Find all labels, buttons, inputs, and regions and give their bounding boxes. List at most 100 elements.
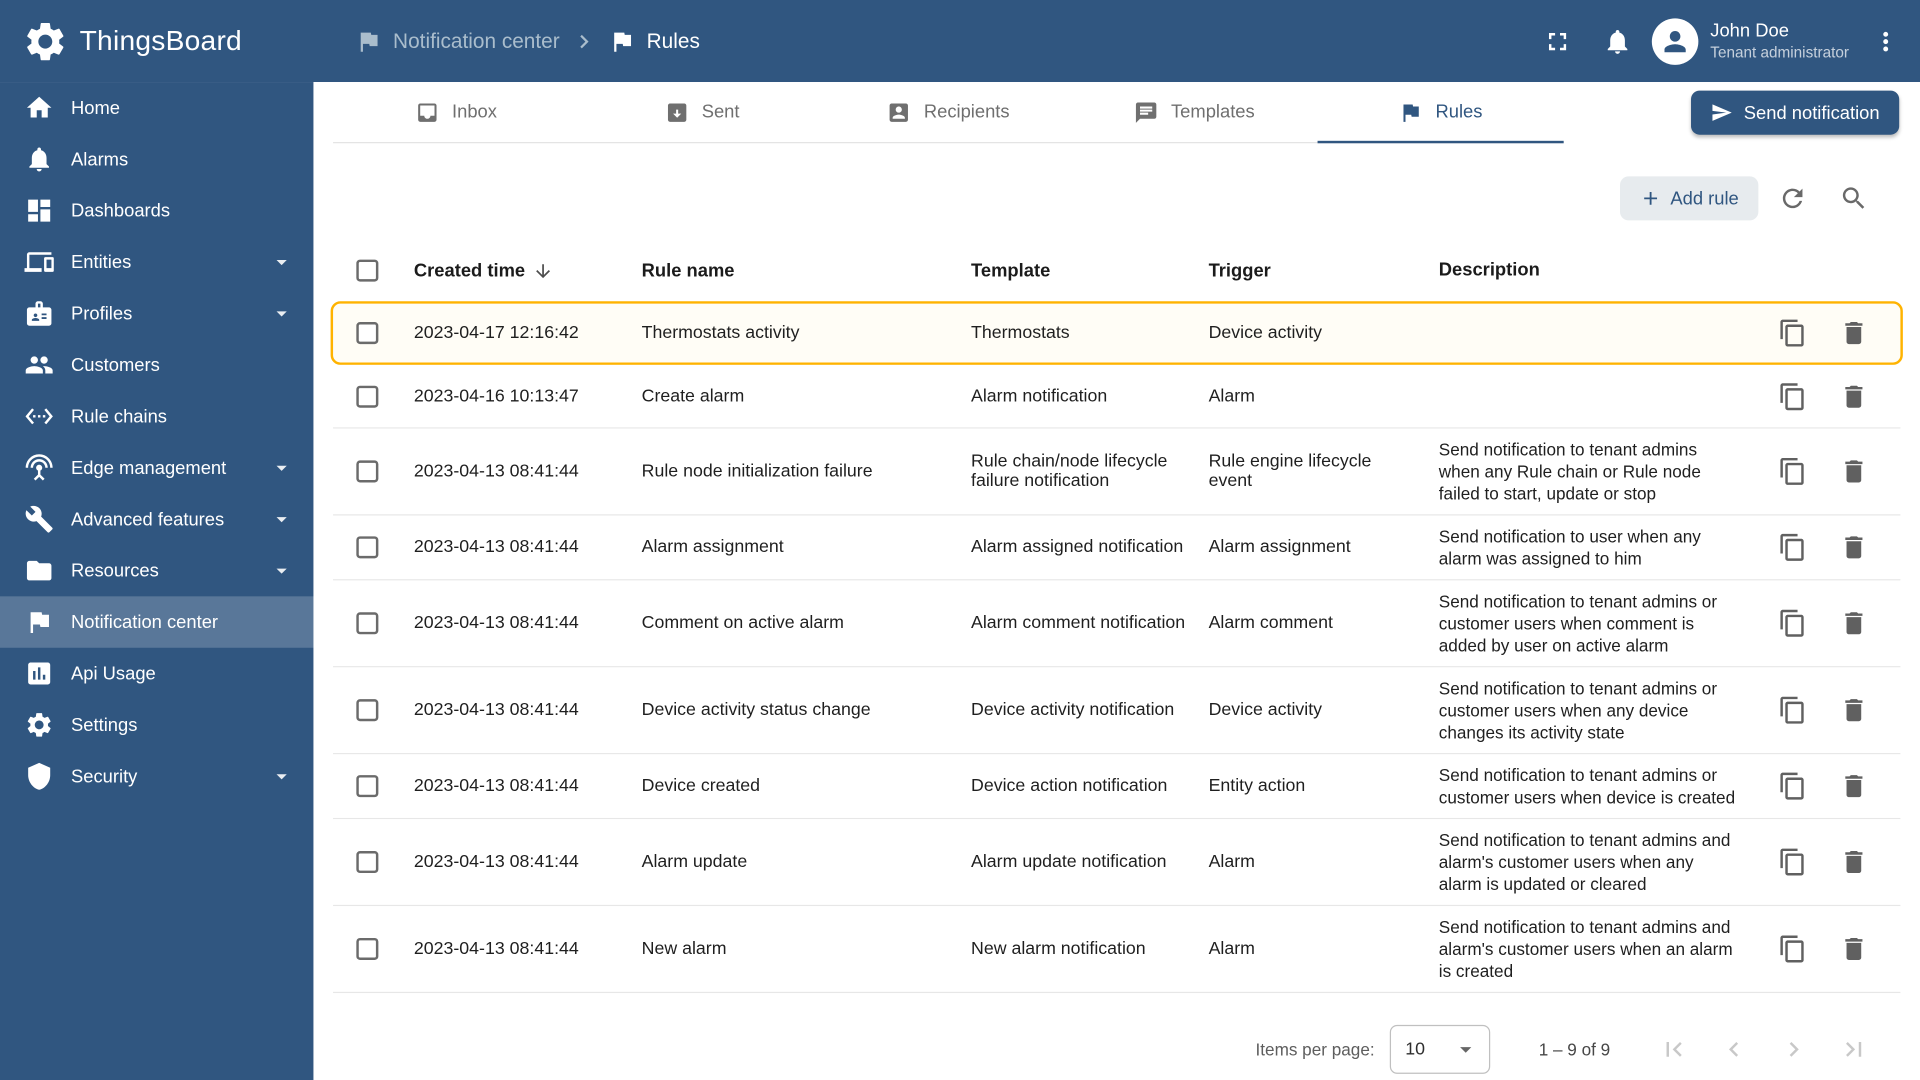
sidebar-item-edge-management[interactable]: Edge management xyxy=(0,442,313,493)
tab-recipients[interactable]: Recipients xyxy=(825,82,1071,142)
delete-rule-icon[interactable] xyxy=(1839,771,1868,800)
sidebar-item-dashboards[interactable]: Dashboards xyxy=(0,185,313,236)
row-check-cell xyxy=(333,851,402,874)
table-row[interactable]: 2023-04-13 08:41:44 Rule node initializa… xyxy=(333,428,1901,516)
row-checkbox[interactable] xyxy=(356,612,379,635)
column-header-created-time[interactable]: Created time xyxy=(402,260,642,281)
cell-rule-name: Rule node initialization failure xyxy=(641,461,873,482)
sidebar-item-label: Advanced features xyxy=(71,508,225,530)
first-page-icon[interactable] xyxy=(1659,1035,1688,1064)
add-rule-button[interactable]: Add rule xyxy=(1620,176,1759,221)
column-header-template[interactable]: Template xyxy=(971,260,1051,282)
delete-rule-icon[interactable] xyxy=(1839,609,1868,638)
copy-rule-icon[interactable] xyxy=(1778,457,1807,486)
profiles-icon xyxy=(24,299,53,328)
app-logo[interactable]: ThingsBoard xyxy=(0,18,313,65)
items-per-page-select[interactable]: 10 xyxy=(1389,1024,1490,1074)
sidebar-item-home[interactable]: Home xyxy=(0,82,313,133)
copy-rule-icon[interactable] xyxy=(1778,771,1807,800)
delete-rule-icon[interactable] xyxy=(1839,533,1868,562)
delete-rule-icon[interactable] xyxy=(1839,318,1868,347)
sidebar-item-rule-chains[interactable]: Rule chains xyxy=(0,391,313,442)
previous-page-icon[interactable] xyxy=(1719,1035,1748,1064)
copy-rule-icon[interactable] xyxy=(1778,609,1807,638)
copy-rule-icon[interactable] xyxy=(1778,847,1807,876)
delete-rule-icon[interactable] xyxy=(1839,381,1868,410)
breadcrumb-rules[interactable]: Rules xyxy=(609,28,700,55)
row-checkbox[interactable] xyxy=(356,699,379,722)
row-checkbox[interactable] xyxy=(356,937,379,960)
copy-rule-icon[interactable] xyxy=(1778,533,1807,562)
fullscreen-icon[interactable] xyxy=(1543,26,1572,55)
sidebar-item-api-usage[interactable]: Api Usage xyxy=(0,648,313,699)
sidebar-item-alarms[interactable]: Alarms xyxy=(0,133,313,184)
notifications-bell-icon[interactable] xyxy=(1603,26,1632,55)
last-page-icon[interactable] xyxy=(1839,1035,1868,1064)
table-row[interactable]: 2023-04-13 08:41:44 Device activity stat… xyxy=(333,667,1901,755)
cell-description: Send notification to user when any alarm… xyxy=(1438,526,1701,569)
created-time-header-label: Created time xyxy=(413,260,526,282)
table-row[interactable]: 2023-04-16 10:13:47 Create alarm Alarm n… xyxy=(333,364,1901,429)
sidebar-item-settings[interactable]: Settings xyxy=(0,699,313,750)
table-header: Created time Rule name Template Trigger … xyxy=(333,240,1900,301)
delete-rule-icon[interactable] xyxy=(1839,696,1868,725)
table-row[interactable]: 2023-04-13 08:41:44 Alarm assignment Ala… xyxy=(333,515,1901,581)
tab-label: Inbox xyxy=(452,101,497,123)
sidebar-item-advanced-features[interactable]: Advanced features xyxy=(0,493,313,544)
top-header: ThingsBoard Notification center Rules Jo… xyxy=(0,0,1920,83)
rule-chains-icon xyxy=(24,402,53,431)
tab-sent[interactable]: Sent xyxy=(579,82,825,142)
copy-rule-icon[interactable] xyxy=(1778,318,1807,347)
table-row[interactable]: 2023-04-13 08:41:44 New alarm New alarm … xyxy=(333,906,1901,994)
sidebar-item-security[interactable]: Security xyxy=(0,751,313,802)
delete-rule-icon[interactable] xyxy=(1839,457,1868,486)
cell-created-time: 2023-04-13 08:41:44 xyxy=(413,700,579,720)
avatar[interactable] xyxy=(1651,17,1699,65)
search-icon[interactable] xyxy=(1839,184,1868,213)
tab-templates[interactable]: Templates xyxy=(1071,82,1317,142)
breadcrumb-notification-center[interactable]: Notification center xyxy=(355,28,560,55)
column-header-rule-name[interactable]: Rule name xyxy=(641,260,735,282)
breadcrumb-current-label: Rules xyxy=(646,28,700,53)
row-checkbox[interactable] xyxy=(356,851,379,874)
column-header-trigger[interactable]: Trigger xyxy=(1208,260,1271,282)
column-header-description[interactable]: Description xyxy=(1438,259,1540,281)
next-page-icon[interactable] xyxy=(1779,1035,1808,1064)
table-row[interactable]: 2023-04-17 12:16:42 Thermostats activity… xyxy=(330,301,1903,365)
sidebar-item-notification-center[interactable]: Notification center xyxy=(0,596,314,648)
copy-rule-icon[interactable] xyxy=(1778,696,1807,725)
row-check-cell xyxy=(333,699,402,722)
cell-rule-name: Alarm update xyxy=(641,852,748,872)
refresh-icon[interactable] xyxy=(1778,184,1807,213)
user-info[interactable]: John Doe Tenant administrator xyxy=(1710,20,1849,63)
cell-trigger: Rule engine lifecycle event xyxy=(1208,451,1372,492)
sidebar-item-entities[interactable]: Entities xyxy=(0,236,313,287)
sidebar-item-customers[interactable]: Customers xyxy=(0,339,313,390)
send-notification-button[interactable]: Send notification xyxy=(1691,90,1900,135)
row-check-cell xyxy=(333,460,402,483)
row-checkbox[interactable] xyxy=(356,536,379,559)
alarms-icon xyxy=(24,144,53,173)
row-actions xyxy=(1763,771,1900,800)
row-checkbox[interactable] xyxy=(356,385,379,408)
more-menu-icon[interactable] xyxy=(1871,26,1900,55)
delete-rule-icon[interactable] xyxy=(1839,934,1868,963)
cell-created-time: 2023-04-13 08:41:44 xyxy=(413,461,579,482)
sidebar-item-resources[interactable]: Resources xyxy=(0,545,313,596)
table-row[interactable]: 2023-04-13 08:41:44 Comment on active al… xyxy=(333,580,1901,668)
table-row[interactable]: 2023-04-13 08:41:44 Device created Devic… xyxy=(333,754,1901,820)
sidebar-item-profiles[interactable]: Profiles xyxy=(0,288,313,339)
tab-rules[interactable]: Rules xyxy=(1317,82,1564,144)
delete-rule-icon[interactable] xyxy=(1839,847,1868,876)
breadcrumb: Notification center Rules xyxy=(355,28,700,55)
rules-content: Add rule Created time Rule name Template… xyxy=(330,143,1903,1074)
select-all-checkbox[interactable] xyxy=(356,259,379,282)
row-checkbox[interactable] xyxy=(356,775,379,798)
row-checkbox[interactable] xyxy=(356,322,379,345)
table-row[interactable]: 2023-04-13 08:41:44 Alarm update Alarm u… xyxy=(333,819,1901,907)
cell-rule-name: Create alarm xyxy=(641,386,745,406)
tab-inbox[interactable]: Inbox xyxy=(333,82,579,142)
row-checkbox[interactable] xyxy=(356,460,379,483)
copy-rule-icon[interactable] xyxy=(1778,934,1807,963)
copy-rule-icon[interactable] xyxy=(1778,381,1807,410)
